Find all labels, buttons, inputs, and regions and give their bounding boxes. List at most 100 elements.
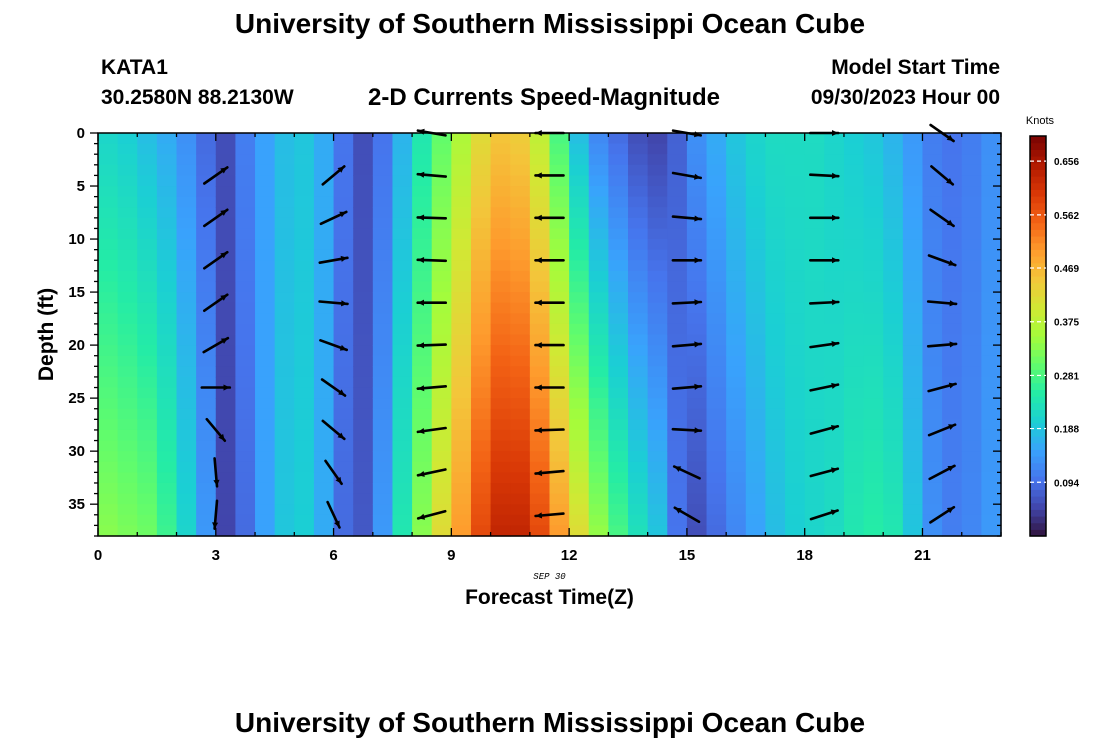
heatmap-cell xyxy=(98,143,119,155)
page-title: University of Southern Mississippi Ocean… xyxy=(234,8,866,39)
heatmap-cell xyxy=(215,302,237,314)
heatmap-cell xyxy=(490,239,511,251)
heatmap-cell xyxy=(490,164,511,177)
heatmap-cell xyxy=(843,451,865,463)
heatmap-cell xyxy=(726,302,747,314)
heatmap-cell xyxy=(785,154,806,166)
heatmap-cell xyxy=(824,313,845,325)
heatmap-cell xyxy=(726,376,747,389)
heatmap-cell xyxy=(843,133,865,145)
heatmap-cell xyxy=(588,398,609,410)
heatmap-cell xyxy=(961,164,982,177)
heatmap-cell xyxy=(863,514,884,526)
colorbar-segment xyxy=(1030,416,1046,424)
heatmap-cell xyxy=(510,228,531,240)
heatmap-cell xyxy=(902,472,924,484)
heatmap-cell xyxy=(843,323,865,336)
heatmap-cell xyxy=(902,387,924,399)
heatmap-cell xyxy=(529,302,551,314)
colorbar-label: Knots xyxy=(1026,115,1055,127)
heatmap-cell xyxy=(529,133,551,145)
heatmap-cell xyxy=(117,260,138,272)
heatmap-cell xyxy=(353,164,374,177)
heatmap-cell xyxy=(490,281,511,293)
x-tick-label: 6 xyxy=(329,547,337,564)
current-vector xyxy=(929,505,956,524)
heatmap-cell xyxy=(294,419,315,431)
heatmap-cell xyxy=(255,514,276,526)
heatmap-cell xyxy=(294,504,315,516)
heatmap-cell xyxy=(981,143,1002,155)
heatmap-cell xyxy=(235,249,256,261)
heatmap-cell xyxy=(706,408,727,420)
heatmap-cell xyxy=(274,239,295,251)
heatmap-cell xyxy=(117,429,138,442)
heatmap-cell xyxy=(274,366,295,378)
heatmap-cell xyxy=(686,525,708,537)
heatmap-cell xyxy=(667,292,688,304)
heatmap-cell xyxy=(274,323,295,336)
heatmap-cell xyxy=(529,355,551,367)
heatmap-cell xyxy=(196,451,217,463)
current-vector xyxy=(416,384,448,392)
heatmap-cell xyxy=(98,355,119,367)
heatmap-cell xyxy=(490,440,511,452)
heatmap-cell xyxy=(470,196,492,208)
heatmap-cell xyxy=(549,292,570,304)
heatmap-cell xyxy=(647,323,668,336)
heatmap-cell xyxy=(628,514,649,526)
heatmap-cell xyxy=(313,186,335,198)
heatmap-cell xyxy=(333,355,354,367)
colorbar-segment xyxy=(1030,516,1046,524)
heatmap-cell xyxy=(392,143,413,155)
heatmap-cell xyxy=(274,345,295,357)
heatmap-cell xyxy=(235,461,256,473)
current-vector xyxy=(926,300,958,307)
heatmap-cell xyxy=(98,461,119,473)
heatmap-cell xyxy=(431,493,452,505)
heatmap-cell xyxy=(628,239,649,251)
heatmap-cell xyxy=(628,387,649,399)
heatmap-cell xyxy=(294,366,315,378)
heatmap-cell xyxy=(215,239,237,251)
heatmap-cell xyxy=(824,514,845,526)
heatmap-cell xyxy=(843,408,865,420)
heatmap-cell xyxy=(922,323,943,336)
heatmap-cell xyxy=(412,207,433,219)
heatmap-cell xyxy=(255,376,276,389)
heatmap-cell xyxy=(686,440,708,452)
heatmap-cell xyxy=(863,302,884,314)
heatmap-cell xyxy=(294,292,315,304)
heatmap-cell xyxy=(176,514,197,526)
heatmap-cell xyxy=(529,228,551,240)
heatmap-cell xyxy=(510,451,531,463)
heatmap-cell xyxy=(333,164,354,177)
heatmap-cell xyxy=(922,217,943,230)
heatmap-cell xyxy=(294,451,315,463)
heatmap-cell xyxy=(569,270,590,283)
heatmap-cell xyxy=(156,387,178,399)
colorbar-segment xyxy=(1030,149,1046,157)
heatmap-cell xyxy=(863,461,884,473)
heatmap-cell xyxy=(961,239,982,251)
heatmap-cell xyxy=(353,228,374,240)
heatmap-cell xyxy=(981,461,1002,473)
heatmap-cell xyxy=(686,186,708,198)
heatmap-cell xyxy=(255,154,276,166)
heatmap-cell xyxy=(510,239,531,251)
heatmap-cell xyxy=(922,133,943,145)
heatmap-cell xyxy=(313,302,335,314)
heatmap-cell xyxy=(843,376,865,389)
station-id: KATA1 xyxy=(101,56,168,79)
heatmap-cell xyxy=(117,472,138,484)
heatmap-cell xyxy=(353,334,374,346)
heatmap-cell xyxy=(981,398,1002,410)
heatmap-cell xyxy=(451,228,472,240)
heatmap-cell xyxy=(785,260,806,272)
heatmap-cell xyxy=(313,164,335,177)
heatmap-cell xyxy=(785,175,806,187)
heatmap-cell xyxy=(392,302,413,314)
heatmap-cell xyxy=(294,345,315,357)
current-vector xyxy=(809,509,839,521)
heatmap-cell xyxy=(176,270,197,283)
